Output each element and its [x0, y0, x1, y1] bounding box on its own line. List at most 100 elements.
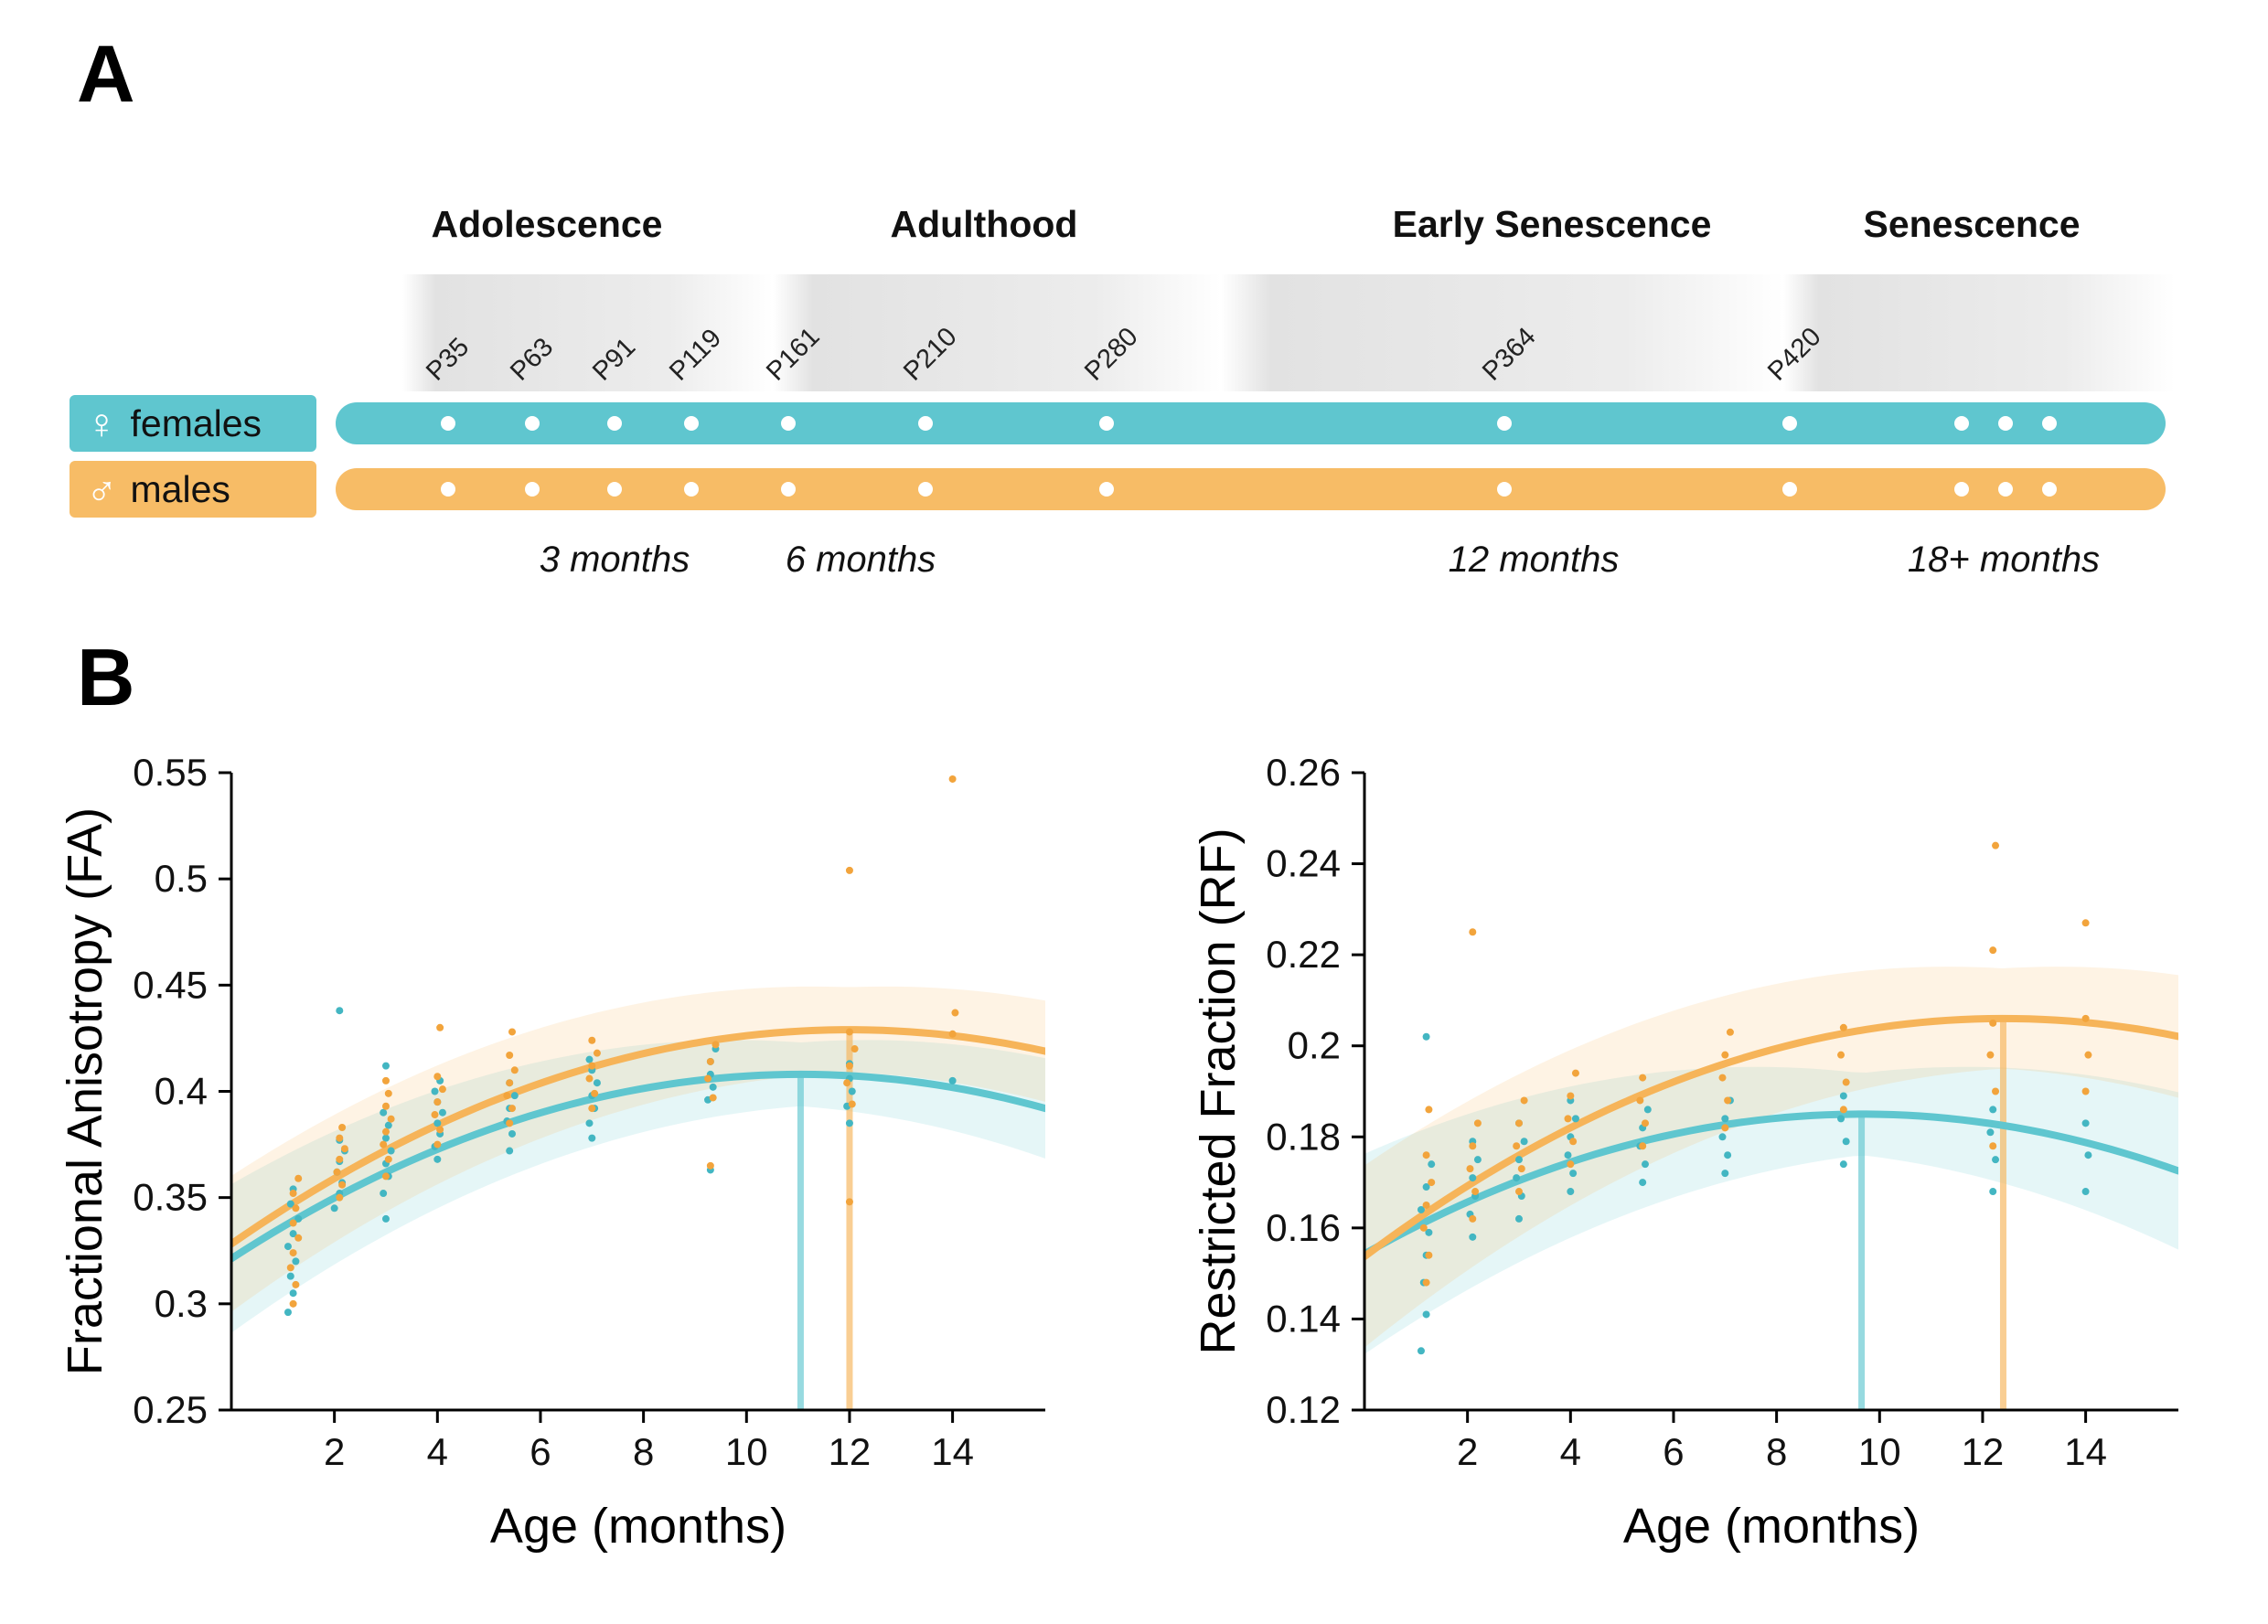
timepoint-dot	[2042, 416, 2057, 431]
timepoint-dot	[441, 482, 455, 497]
females-data-point	[1989, 1188, 1997, 1196]
x-axis-label: Age (months)	[490, 1499, 786, 1554]
males-data-point	[1639, 1142, 1647, 1150]
males-data-point	[503, 1092, 511, 1100]
males-data-point	[1641, 1119, 1649, 1127]
males-data-point	[706, 1057, 714, 1065]
life-stage-label: Adolescence	[431, 203, 663, 245]
males-data-point	[1422, 1201, 1430, 1209]
males-data-point	[294, 1234, 303, 1242]
timepoint-dot	[525, 482, 540, 497]
y-tick-label: 0.35	[133, 1176, 208, 1219]
males-data-point	[1569, 1138, 1578, 1146]
females-data-point	[1569, 1170, 1578, 1178]
males-data-point	[1992, 1087, 2000, 1095]
females-data-point	[1514, 1214, 1523, 1223]
females-data-point	[1428, 1160, 1436, 1169]
timepoint-dot	[525, 416, 540, 431]
males-data-point	[951, 1009, 959, 1017]
males-data-point	[384, 1155, 392, 1163]
males-data-point	[588, 1036, 596, 1044]
timepoint-dot	[1782, 482, 1797, 497]
timepoint-label: P119	[664, 323, 728, 387]
males-data-point	[431, 1111, 439, 1119]
females-data-point	[1417, 1205, 1425, 1213]
females-timeline-bar	[336, 402, 2166, 444]
age-group-label: 6 months	[785, 540, 936, 580]
males-data-point	[1989, 1142, 1997, 1150]
females-data-point	[848, 1087, 856, 1095]
timepoint-label: P280	[1079, 322, 1144, 387]
x-tick-label: 12	[1962, 1430, 2005, 1473]
females-data-point	[1514, 1156, 1523, 1164]
males-data-point	[706, 1161, 714, 1170]
males-data-point	[585, 1074, 594, 1083]
males-data-point	[1514, 1119, 1523, 1127]
males-data-point	[384, 1089, 392, 1097]
timepoint-dot	[1497, 482, 1512, 497]
males-data-point	[508, 1105, 516, 1113]
males-data-point	[1422, 1278, 1430, 1287]
males-data-point	[845, 1028, 853, 1036]
timepoint-label: P91	[587, 332, 642, 387]
timepoint-dot	[1954, 482, 1969, 497]
males-data-point	[1837, 1051, 1845, 1059]
timepoint-dot	[1497, 416, 1512, 431]
timepoint-dot	[684, 416, 699, 431]
timepoint-dot	[1954, 416, 1969, 431]
males-data-point	[286, 1264, 294, 1272]
females-data-point	[1839, 1092, 1847, 1100]
males-data-point	[1469, 928, 1477, 936]
females-data-point	[381, 1134, 390, 1142]
males-data-point	[1989, 946, 1997, 955]
females-data-point	[585, 1119, 594, 1127]
males-data-point	[845, 866, 853, 874]
females-data-point	[1837, 1115, 1845, 1123]
females-data-point	[1992, 1156, 2000, 1164]
males-data-point	[711, 1041, 720, 1049]
males-data-point	[336, 1193, 344, 1202]
males-data-point	[709, 1094, 717, 1102]
females-data-point	[845, 1119, 853, 1127]
males-data-point	[289, 1190, 297, 1198]
x-tick-label: 10	[1858, 1430, 1901, 1473]
timepoint-dot	[607, 416, 622, 431]
x-tick-label: 8	[633, 1430, 654, 1473]
restricted-fraction-chart: 2 4 6 8 10 12 14 0.12 0.14 0.16 0.18 0.2 0.22 0.24 0.2…	[1191, 751, 2178, 1554]
panel-a-label: A	[77, 28, 135, 119]
females-data-point	[1513, 1174, 1521, 1182]
males-data-point	[1517, 1165, 1525, 1173]
males-data-point	[1564, 1115, 1572, 1123]
males-data-point	[948, 1030, 957, 1038]
age-group-label: 12 months	[1448, 540, 1620, 580]
males-data-point	[2081, 1087, 2090, 1095]
females-data-point	[381, 1062, 390, 1070]
x-tick-label: 6	[530, 1430, 551, 1473]
timepoint-dot	[1998, 416, 2013, 431]
males-data-point	[1469, 1142, 1477, 1150]
males-data-point	[1473, 1119, 1482, 1127]
males-data-point	[433, 1073, 442, 1081]
males-data-point	[1989, 1019, 1997, 1027]
females-data-point	[286, 1272, 294, 1280]
males-data-point	[591, 1089, 599, 1097]
male-icon: ♂	[86, 465, 118, 513]
females-data-point	[380, 1108, 388, 1116]
y-tick-label: 0.18	[1266, 1115, 1341, 1158]
females-data-point	[585, 1055, 594, 1063]
y-tick-label: 0.16	[1266, 1206, 1341, 1249]
females-data-point	[381, 1214, 390, 1223]
males-data-point	[436, 1023, 444, 1031]
males-data-point	[1425, 1251, 1433, 1259]
females-data-point	[1469, 1174, 1477, 1182]
y-tick-label: 0.45	[133, 963, 208, 1006]
y-tick-label: 0.3	[155, 1282, 208, 1325]
females-data-point	[289, 1289, 297, 1298]
males-data-point	[289, 1249, 297, 1257]
timepoint-dot	[607, 482, 622, 497]
females-fit-curve	[231, 1070, 1045, 1263]
females-data-point	[380, 1190, 388, 1198]
males-data-point	[593, 1049, 601, 1057]
females-data-point	[2081, 1119, 2090, 1127]
females-data-point	[431, 1087, 439, 1095]
